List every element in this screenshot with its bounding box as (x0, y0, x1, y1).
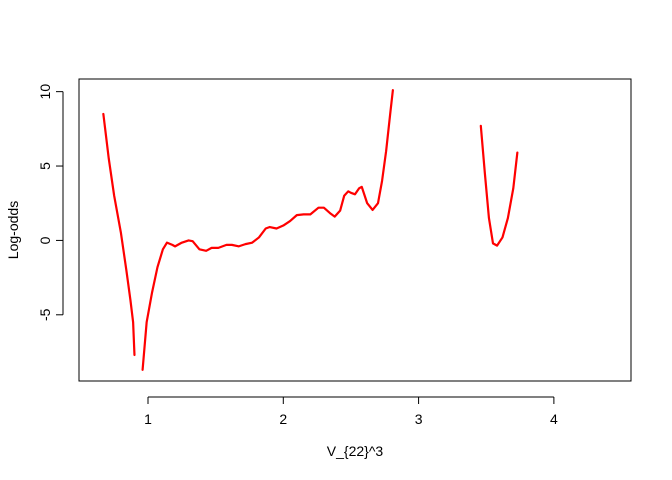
x-tick-label: 2 (279, 411, 287, 427)
x-tick-label: 4 (550, 411, 558, 427)
y-tick-label: 10 (37, 84, 53, 100)
x-tick-label: 3 (415, 411, 423, 427)
plot-frame (78, 78, 632, 382)
series-line-segment (102, 112, 136, 357)
x-axis-title: V_{22}^3 (327, 443, 384, 459)
y-axis-title: Log-odds (5, 201, 21, 259)
y-axis: -5 0 5 10 (37, 84, 64, 321)
y-tick-label: 5 (37, 162, 53, 170)
y-tick-label: 0 (37, 236, 53, 244)
x-tick-label: 1 (144, 411, 152, 427)
x-axis: 1 2 3 4 (144, 396, 558, 427)
series-layer (102, 89, 519, 371)
series-line-segment (141, 89, 394, 371)
y-tick-label: -5 (37, 308, 53, 321)
series-line-segment (479, 124, 519, 247)
